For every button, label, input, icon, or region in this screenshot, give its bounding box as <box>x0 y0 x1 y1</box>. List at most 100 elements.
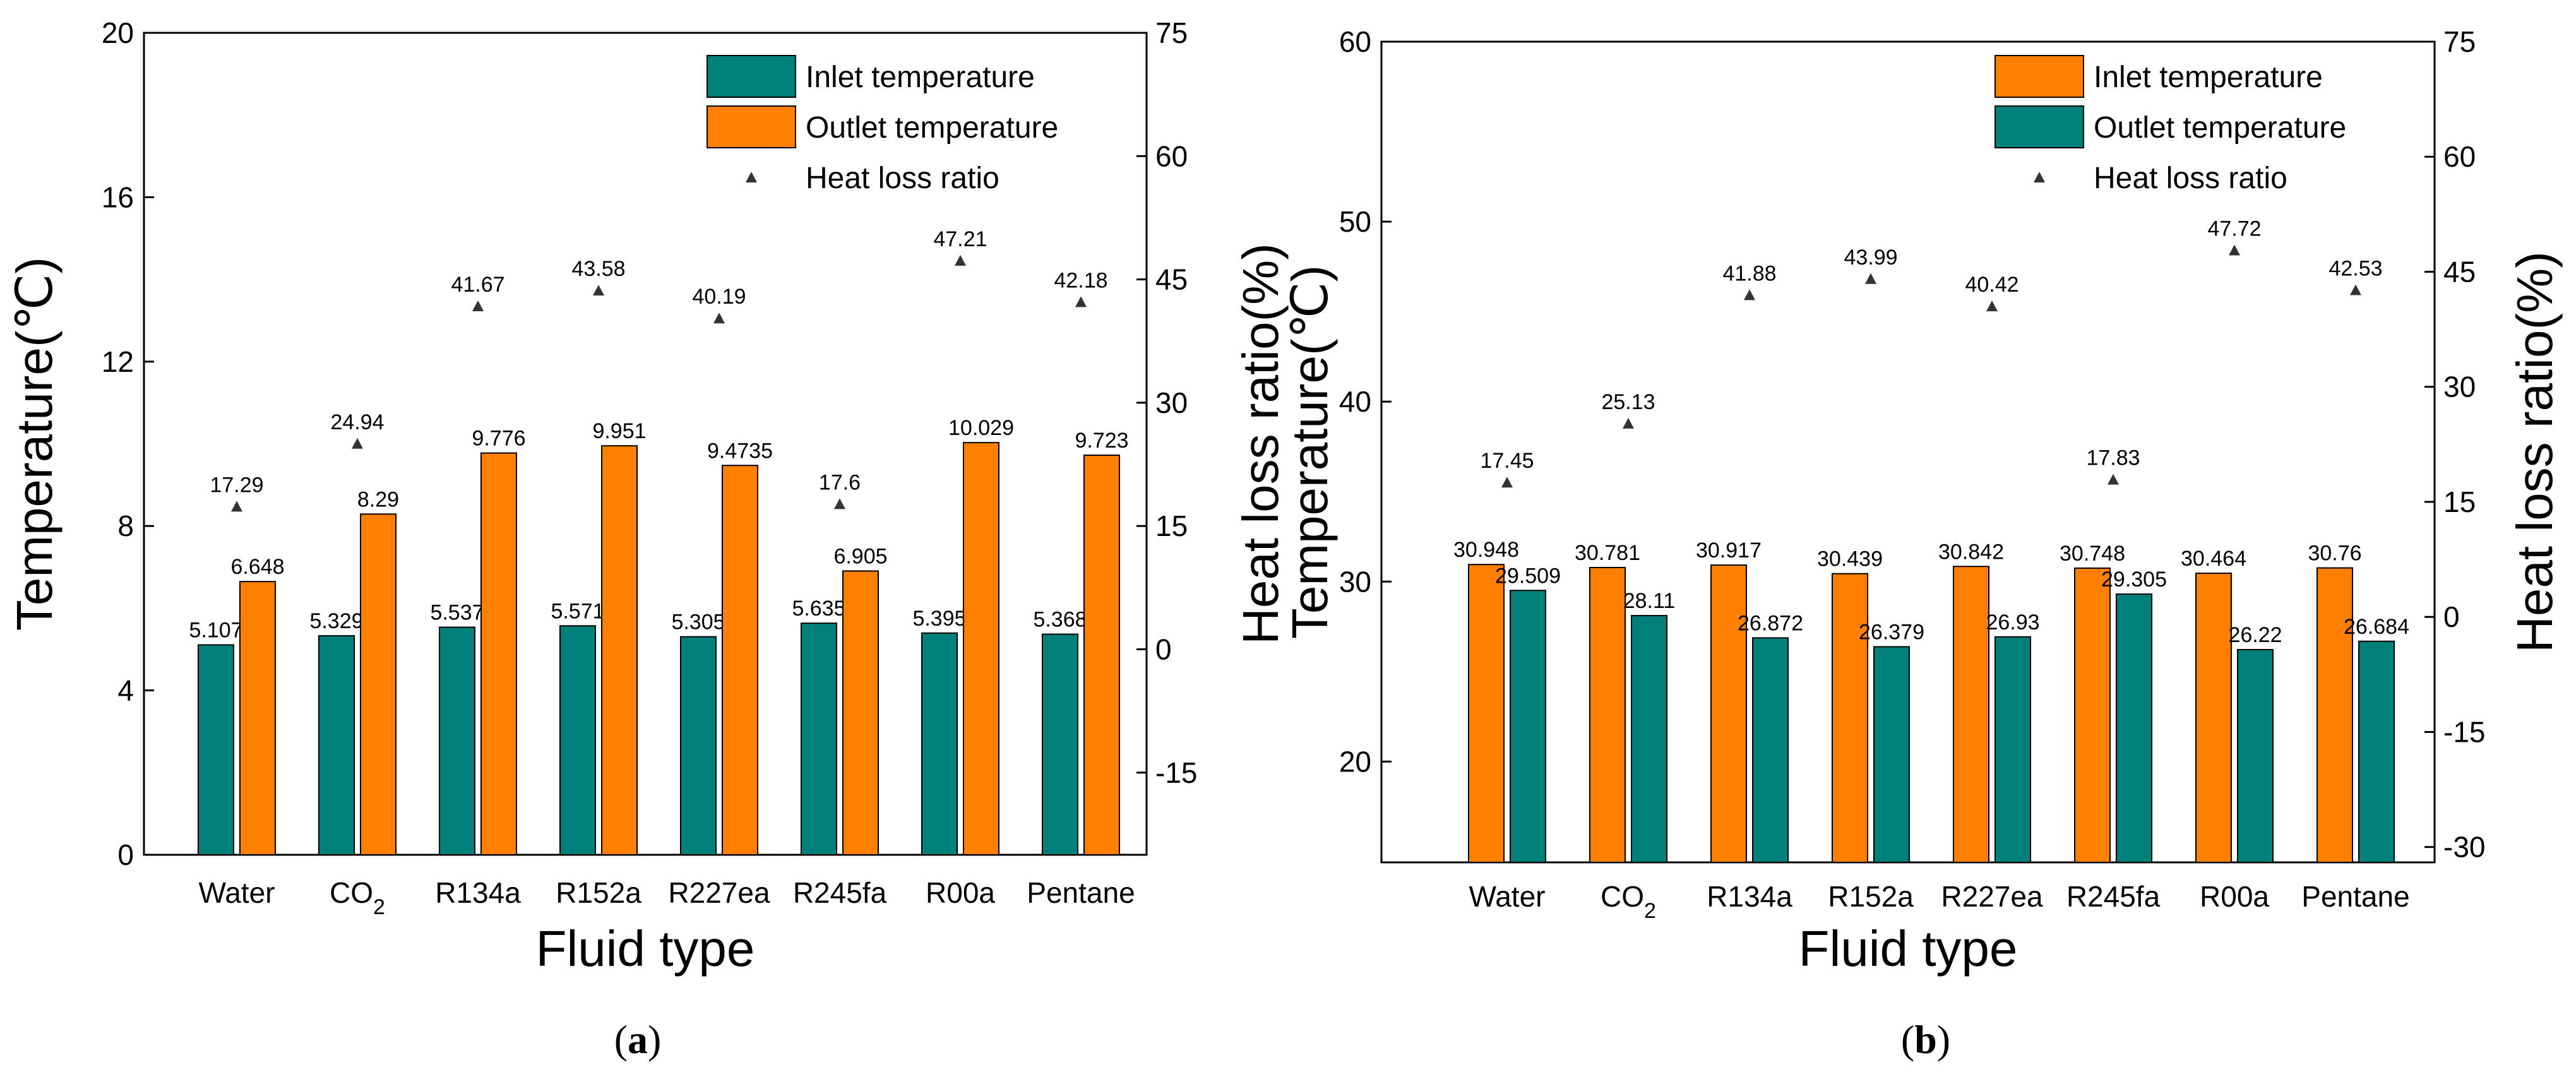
bar <box>198 644 234 855</box>
y-tick-label: 30 <box>1339 565 1371 598</box>
bar-data-label: 6.648 <box>230 555 284 579</box>
y2-tick-label: -30 <box>2443 831 2485 864</box>
y-axis-title: Temperature(℃) <box>1282 265 1338 639</box>
x-tick-label: Pentane <box>1027 876 1135 909</box>
bar <box>601 445 638 855</box>
x-tick-label-subscript: 2 <box>1644 899 1656 923</box>
x-tick-label-main: R134a <box>1707 880 1792 913</box>
bar-data-label: 30.464 <box>2181 547 2246 571</box>
panel-label-part: ( <box>614 1017 628 1062</box>
x-tick-label: R245fa <box>2066 880 2161 913</box>
y2-tick-label: 45 <box>1155 263 1188 296</box>
y2-tick-label: 15 <box>1155 509 1188 542</box>
y2-tick-label: 30 <box>2443 371 2476 403</box>
bar <box>360 513 397 855</box>
bar-data-label: 30.781 <box>1575 541 1640 565</box>
panel-label-part: ( <box>1901 1017 1914 1062</box>
scatter-data-label: 17.29 <box>210 473 263 497</box>
panel-label-part: b <box>1914 1017 1937 1062</box>
bar-data-label: 26.872 <box>1738 611 1803 635</box>
bar <box>2116 593 2152 864</box>
panel-label: (a) <box>614 1017 662 1062</box>
bar-data-label: 5.305 <box>671 610 725 634</box>
bar-data-label: 30.842 <box>1938 540 2004 564</box>
y-tick-label: 20 <box>102 16 134 49</box>
x-tick-label-main: CO <box>1601 880 1644 913</box>
scatter-data-label: 24.94 <box>330 410 384 434</box>
x-tick-label-main: R00a <box>2200 880 2269 913</box>
x-tick-label-main: Water <box>199 876 275 909</box>
legend-marker <box>2034 172 2045 182</box>
y2-tick-label: 15 <box>2443 485 2476 518</box>
bar <box>1995 636 2031 863</box>
bar <box>1752 637 1789 863</box>
x-tick-label-main: Pentane <box>1027 876 1135 909</box>
panel-label: (b) <box>1901 1017 1950 1062</box>
bar-data-label: 5.635 <box>792 597 845 621</box>
y2-tick-label: 60 <box>1155 140 1188 172</box>
legend-label: Heat loss ratio <box>806 162 999 195</box>
x-tick-label-main: R245fa <box>793 876 887 909</box>
x-tick-label: CO2 <box>1601 880 1656 923</box>
scatter-point <box>1986 300 1998 312</box>
y2-tick-label: -15 <box>1155 756 1197 789</box>
scatter-point <box>1623 417 1634 429</box>
x-tick-label: Pentane <box>2301 880 2409 913</box>
legend-label: Outlet temperature <box>806 111 1058 145</box>
scatter-point <box>834 498 845 509</box>
bar-data-label: 5.107 <box>189 619 242 643</box>
x-tick-label: R227ea <box>668 876 770 909</box>
bar <box>1510 590 1546 864</box>
chart-panel-a: 0 4 8 12 16 20 -15 0 15 30 45 60 75 Temperature(℃) Hea… <box>6 16 1289 1062</box>
bar-data-label: 29.509 <box>1495 564 1561 588</box>
bar <box>480 452 517 855</box>
x-axis-title: Fluid type <box>536 920 755 977</box>
x-tick-label: R152a <box>556 876 641 909</box>
scatter-data-label: 25.13 <box>1601 390 1655 414</box>
bar <box>2237 649 2274 864</box>
x-tick-label: R227ea <box>1941 880 2043 913</box>
scatter-point <box>955 254 966 266</box>
x-tick-label: Water <box>1469 880 1546 913</box>
x-tick-label: R00a <box>926 876 995 909</box>
bar-data-label: 9.951 <box>592 419 646 443</box>
bar <box>439 626 475 856</box>
plot-frame <box>143 32 1148 856</box>
scatter-data-label: 47.72 <box>2207 217 2261 241</box>
scatter-point <box>1075 296 1087 307</box>
legend-label: Outlet temperature <box>2094 111 2346 145</box>
panel-label-part: ) <box>648 1017 661 1062</box>
bar-data-label: 30.76 <box>2308 542 2361 566</box>
y2-tick-label: 0 <box>1155 633 1172 666</box>
bar <box>842 570 879 855</box>
bar <box>921 632 958 856</box>
scatter-point <box>352 437 363 449</box>
panel-label-part: ) <box>1937 1017 1950 1062</box>
scatter-data-label: 17.45 <box>1480 449 1534 473</box>
scatter-point <box>2108 473 2119 485</box>
scatter-point <box>2350 284 2361 295</box>
bar <box>318 635 355 855</box>
bar-data-label: 5.537 <box>430 601 484 625</box>
x-tick-label: CO2 <box>330 876 385 919</box>
bar-data-label: 9.776 <box>472 427 525 451</box>
x-tick-label-main: R152a <box>1828 880 1914 913</box>
y2-tick-label: 75 <box>1155 16 1188 49</box>
bar <box>2074 567 2111 863</box>
x-tick-label-main: R134a <box>435 876 521 909</box>
bar-data-label: 30.748 <box>2060 542 2125 566</box>
scatter-data-label: 41.67 <box>451 273 504 297</box>
bar <box>680 636 717 855</box>
x-tick-label: Water <box>199 876 275 909</box>
y2-axis-title: Heat loss ratio(%) <box>1232 243 1289 645</box>
bar-data-label: 26.684 <box>2344 615 2409 639</box>
y2-tick-label: -15 <box>2443 715 2485 748</box>
bar <box>1042 633 1078 855</box>
x-tick-label-main: R227ea <box>1941 880 2043 913</box>
bar-data-label: 10.029 <box>948 416 1014 440</box>
y-tick-label: 16 <box>102 181 134 213</box>
x-tick-label-subscript: 2 <box>373 895 385 919</box>
bar-data-label: 5.368 <box>1033 608 1087 632</box>
bar-data-label: 5.395 <box>912 607 966 631</box>
